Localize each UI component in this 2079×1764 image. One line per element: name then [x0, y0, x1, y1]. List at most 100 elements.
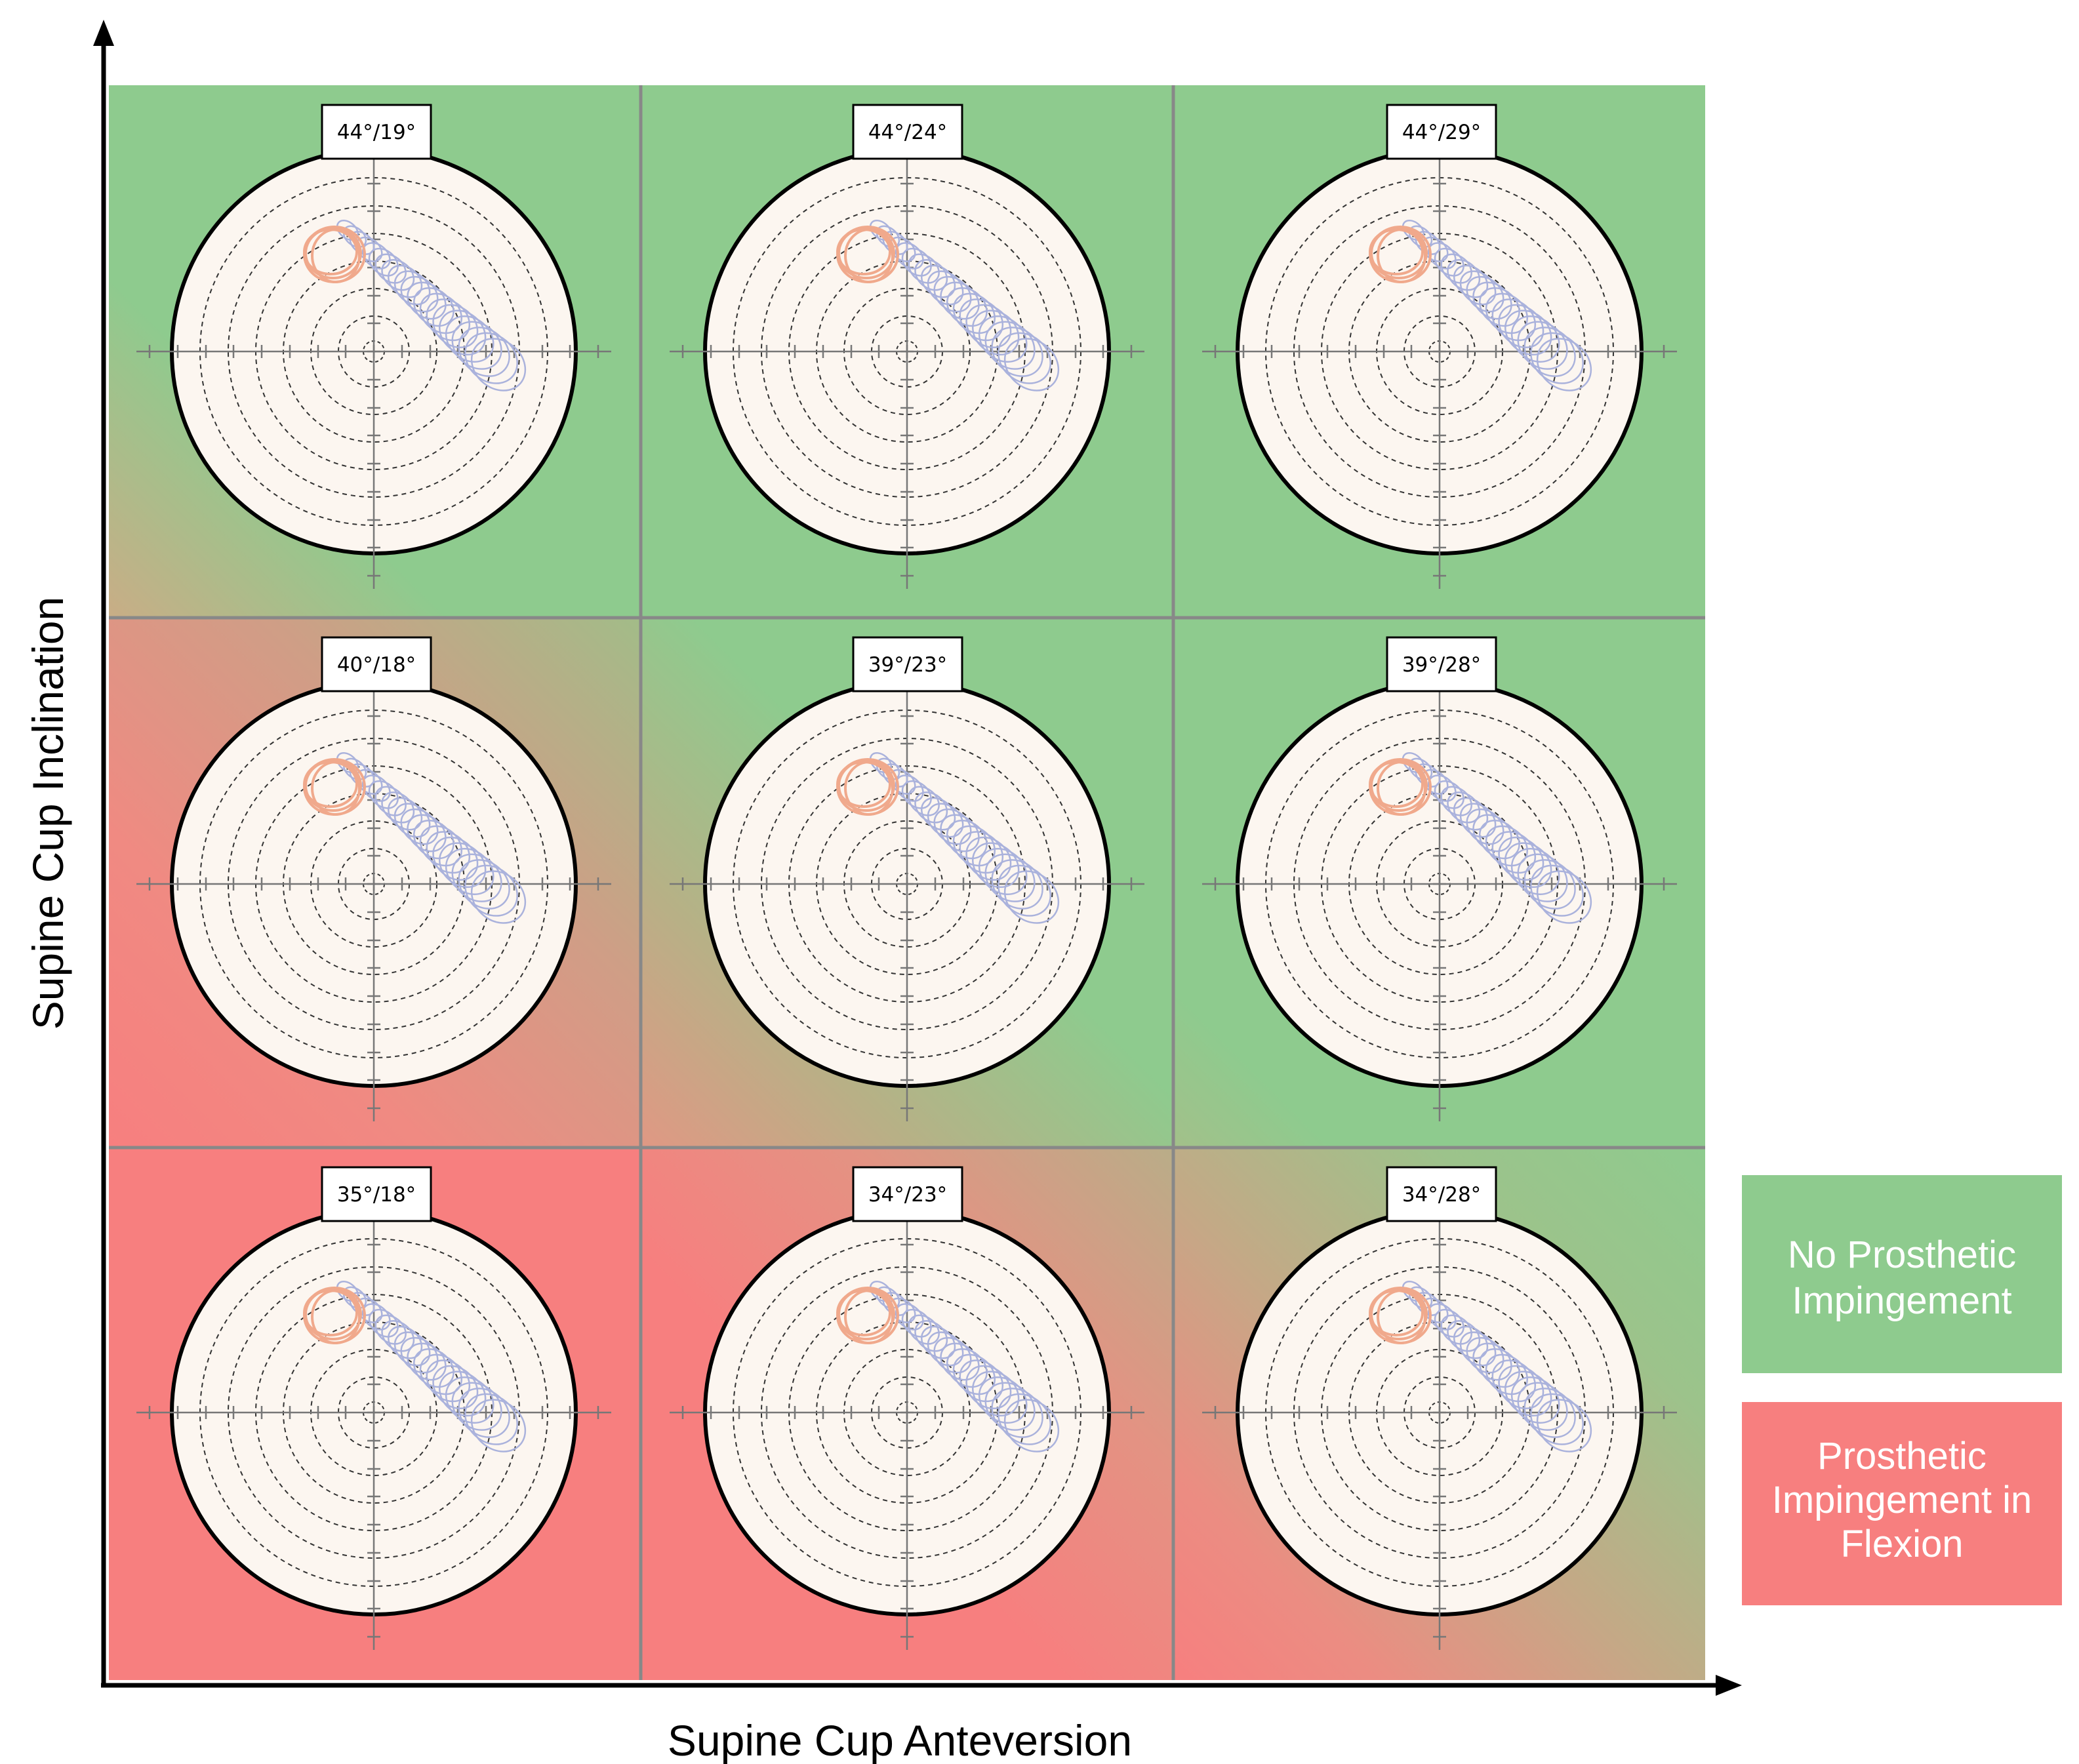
y-axis-title: Supine Cup Inclination: [24, 597, 72, 1030]
legend-no-impingement-line2: Impingement: [1792, 1279, 2011, 1322]
motion-trace-loop: [368, 780, 399, 809]
cell-row2-col0: 35°/18°: [109, 1148, 641, 1680]
motion-trace-loop: [336, 752, 359, 774]
cup-angle-label-box: [1386, 1166, 1497, 1222]
cup-angle-label-box: [1386, 104, 1497, 160]
impingement-zone-trace: [836, 1287, 899, 1344]
motion-trace-loop: [1434, 247, 1464, 277]
impingement-zone-trace: [836, 226, 899, 283]
motion-trace-loop: [361, 774, 391, 802]
motion-trace-loop: [869, 1280, 893, 1302]
legend-impingement-line3: Flexion: [1841, 1523, 1964, 1565]
motion-trace-loop: [1402, 1280, 1425, 1302]
impingement-zone-trace: [836, 758, 899, 816]
motion-trace: [336, 219, 527, 391]
cup-angle-label: 44°/19°: [337, 121, 416, 144]
cup-angle-label: 39°/23°: [868, 653, 947, 677]
polar-plot: [1202, 1175, 1677, 1650]
motion-trace: [869, 1280, 1060, 1453]
impingement-zone-trace: [303, 226, 366, 283]
motion-trace: [336, 1280, 527, 1453]
motion-trace-loop: [1003, 338, 1060, 391]
motion-trace-loop: [901, 1308, 932, 1338]
impingement-zone-ring: [303, 1287, 366, 1344]
cup-angle-label-box: [321, 1166, 432, 1222]
impingement-zone-ring: [1369, 1287, 1432, 1344]
legend-swatch-impingement: [1742, 1402, 2062, 1605]
impingement-zone-ring: [1369, 758, 1432, 816]
motion-trace-loop: [1427, 1303, 1457, 1331]
cup-angle-label: 34°/28°: [1402, 1183, 1481, 1207]
cell-row0-col0: 44°/19°: [109, 85, 641, 618]
x-axis-arrowhead: [1716, 1675, 1742, 1696]
legend-impingement-line1: Prosthetic: [1817, 1435, 1987, 1477]
motion-trace-loop: [368, 247, 399, 277]
motion-trace-loop: [1003, 1399, 1060, 1453]
impingement-zone-trace: [1369, 1287, 1432, 1344]
motion-trace-loop: [1536, 338, 1592, 391]
impingement-zone-ring: [303, 758, 366, 816]
motion-trace-loop: [869, 752, 893, 774]
cup-angle-label: 40°/18°: [337, 653, 416, 677]
motion-trace-loop: [336, 219, 359, 241]
impingement-zone-trace: [303, 1287, 366, 1344]
impingement-zone-ring: [836, 1287, 899, 1344]
impingement-zone-trace: [1369, 226, 1432, 283]
motion-trace-loop: [901, 247, 932, 277]
cup-angle-label: 44°/24°: [868, 121, 947, 144]
cup-angle-label: 35°/18°: [337, 1183, 416, 1207]
motion-trace-loop: [470, 870, 527, 924]
motion-trace-loop: [470, 1399, 527, 1453]
motion-trace-loop: [1440, 253, 1472, 284]
motion-trace-loop: [895, 1303, 924, 1331]
impingement-zone-ring: [836, 226, 899, 283]
polar-plot: [670, 114, 1144, 589]
cell-row1-col1: 39°/23°: [641, 618, 1173, 1148]
x-axis-title: Supine Cup Anteversion: [668, 1716, 1132, 1764]
motion-trace-loop: [895, 774, 924, 802]
impingement-zone-ring: [836, 758, 899, 816]
polar-plot: [136, 114, 611, 589]
cell-row1-col0: 40°/18°: [109, 618, 641, 1148]
cup-angle-label-box: [321, 636, 432, 692]
cell-row0-col1: 44°/24°: [641, 85, 1173, 618]
motion-trace-loop: [1434, 780, 1464, 809]
motion-trace-loop: [1427, 774, 1457, 802]
motion-trace-loop: [368, 1308, 399, 1338]
impingement-zone-trace: [303, 758, 366, 816]
cup-angle-label-box: [852, 104, 963, 160]
motion-trace-loop: [1434, 1308, 1464, 1338]
polar-plot: [1202, 647, 1677, 1121]
cup-angle-label-box: [852, 636, 963, 692]
legend-impingement-line2: Impingement in: [1772, 1479, 2032, 1521]
motion-trace-loop: [361, 1303, 391, 1331]
motion-trace-loop: [895, 242, 924, 270]
cell-row2-col1: 34°/23°: [641, 1148, 1173, 1680]
polar-plot: [1202, 114, 1677, 589]
motion-trace-loop: [336, 1280, 359, 1302]
cell-row2-col2: 34°/28°: [1173, 1148, 1705, 1680]
motion-trace: [1402, 752, 1592, 924]
impingement-zone-ring: [303, 226, 366, 283]
impingement-zone-ring: [1369, 226, 1432, 283]
legend-swatch-no-impingement: [1742, 1175, 2062, 1373]
motion-trace-loop: [1402, 219, 1425, 241]
motion-trace-loop: [374, 786, 407, 816]
grid-lines: [109, 85, 1705, 1680]
motion-trace: [869, 752, 1060, 924]
polar-plot: [136, 1175, 611, 1650]
motion-trace-loop: [908, 253, 940, 284]
y-axis-arrowhead: [93, 20, 114, 46]
cell-row1-col2: 39°/28°: [1173, 618, 1705, 1148]
motion-trace-loop: [1440, 1314, 1472, 1345]
cup-angle-label: 34°/23°: [868, 1183, 947, 1207]
motion-trace-loop: [901, 780, 932, 809]
motion-trace-loop: [869, 219, 893, 241]
motion-trace-loop: [470, 338, 527, 391]
motion-trace: [1402, 219, 1592, 391]
motion-trace-loop: [1440, 786, 1472, 816]
motion-trace-loop: [1427, 242, 1457, 270]
motion-trace: [1402, 1280, 1592, 1453]
motion-trace-loop: [908, 1314, 940, 1345]
